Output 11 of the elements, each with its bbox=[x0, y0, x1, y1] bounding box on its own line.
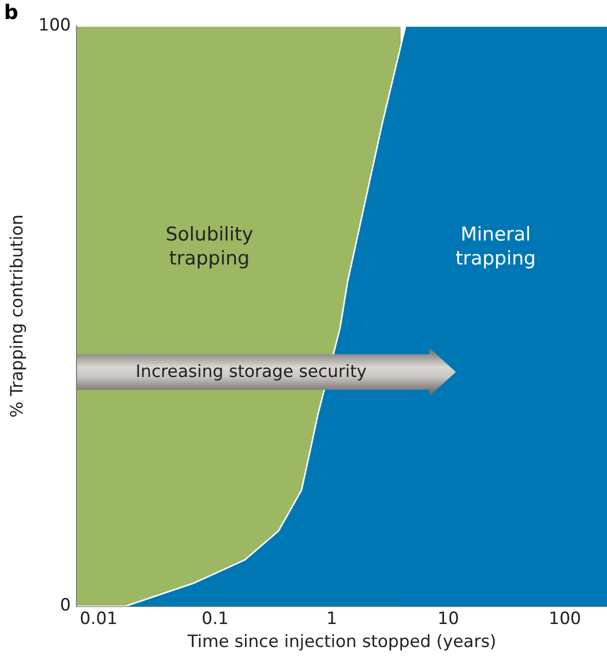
y-tick-label: 0 bbox=[60, 596, 71, 616]
x-tick-label: 10 bbox=[437, 608, 460, 629]
chart-title: b bbox=[4, 0, 18, 24]
x-tick-label: 0.1 bbox=[202, 608, 229, 629]
x-tick-label: 100 bbox=[548, 608, 582, 629]
x-tick-label: 0.01 bbox=[80, 608, 118, 629]
series-label: Solubility trapping bbox=[166, 224, 254, 270]
y-axis-title: % Trapping contribution bbox=[8, 214, 28, 418]
x-tick-label: 1 bbox=[326, 608, 338, 629]
series-label: Mineral trapping bbox=[455, 224, 536, 270]
x-axis-title: Time since injection stopped (years) bbox=[186, 632, 496, 652]
